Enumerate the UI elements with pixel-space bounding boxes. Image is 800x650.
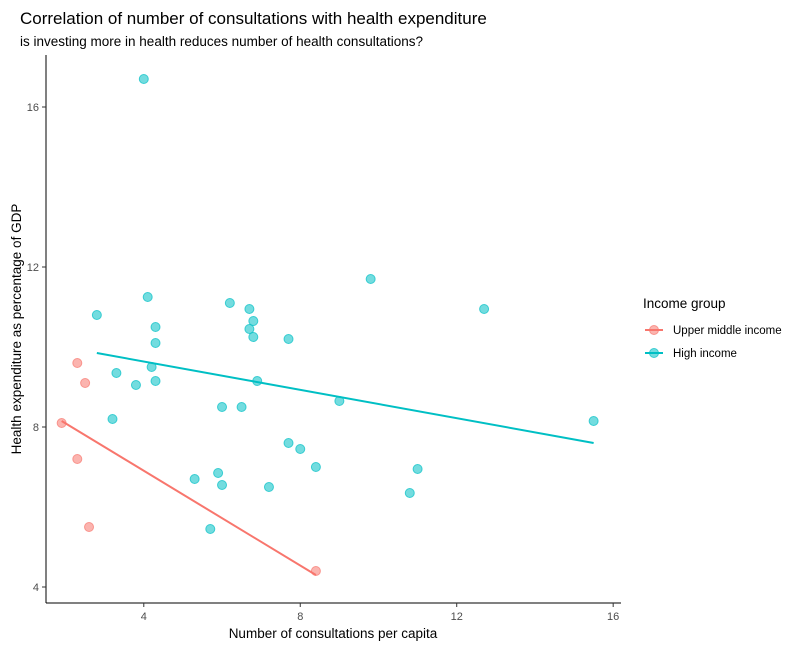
data-point-series-1 — [151, 377, 160, 386]
data-point-series-1 — [218, 481, 227, 490]
trend-line-series-1 — [97, 353, 594, 443]
data-point-series-1 — [151, 323, 160, 332]
data-point-series-1 — [366, 275, 375, 284]
data-point-series-0 — [73, 455, 82, 464]
data-point-series-1 — [190, 475, 199, 484]
y-tick-label: 4 — [33, 582, 39, 594]
data-point-series-1 — [206, 525, 215, 534]
data-point-series-1 — [143, 293, 152, 302]
data-point-series-1 — [413, 465, 422, 474]
data-point-series-1 — [214, 469, 223, 478]
data-point-series-1 — [218, 403, 227, 412]
data-point-series-1 — [264, 483, 273, 492]
data-point-series-1 — [296, 445, 305, 454]
data-point-series-0 — [73, 359, 82, 368]
x-tick-label: 4 — [141, 611, 147, 623]
ticks: 4 8 12 16 4 8 12 16 — [27, 102, 620, 623]
x-tick-label: 12 — [451, 611, 463, 623]
legend-key-point — [650, 349, 659, 358]
data-point-series-1 — [249, 333, 258, 342]
data-point-series-1 — [112, 369, 121, 378]
axes — [46, 55, 621, 603]
data-point-series-1 — [225, 299, 234, 308]
data-point-series-1 — [151, 339, 160, 348]
data-point-series-1 — [108, 415, 117, 424]
legend-title: Income group — [643, 296, 726, 311]
y-tick-label: 16 — [27, 102, 39, 114]
data-point-series-1 — [147, 363, 156, 372]
trend-lines — [62, 353, 594, 575]
legend-label: High income — [673, 348, 737, 360]
data-point-series-1 — [335, 397, 344, 406]
legend-keys: Upper middle income High income — [645, 325, 782, 360]
chart-subtitle: is investing more in health reduces numb… — [20, 34, 423, 49]
legend-label: Upper middle income — [673, 325, 782, 337]
trend-line-series-0 — [62, 421, 316, 575]
y-axis-title: Health expenditure as percentage of GDP — [9, 204, 24, 455]
data-point-series-0 — [85, 523, 94, 532]
data-point-series-1 — [131, 381, 140, 390]
points — [57, 75, 598, 576]
data-point-series-1 — [405, 489, 414, 498]
data-point-series-0 — [57, 419, 66, 428]
data-point-series-1 — [237, 403, 246, 412]
data-point-series-1 — [245, 305, 254, 314]
legend: Income group Upper middle income High inc… — [643, 296, 782, 360]
y-tick-label: 12 — [27, 262, 39, 274]
data-point-series-1 — [589, 417, 598, 426]
data-point-series-0 — [81, 379, 90, 388]
data-point-series-1 — [284, 439, 293, 448]
data-point-series-1 — [253, 377, 262, 386]
y-tick-label: 8 — [33, 422, 39, 434]
data-point-series-1 — [480, 305, 489, 314]
x-axis-title: Number of consultations per capita — [229, 626, 438, 641]
legend-key-point — [650, 326, 659, 335]
data-point-series-1 — [139, 75, 148, 84]
x-tick-label: 8 — [297, 611, 303, 623]
data-point-series-0 — [311, 567, 320, 576]
chart-title: Correlation of number of consultations w… — [20, 9, 487, 28]
x-tick-label: 16 — [607, 611, 619, 623]
data-point-series-1 — [92, 311, 101, 320]
data-point-series-1 — [311, 463, 320, 472]
data-point-series-1 — [284, 335, 293, 344]
